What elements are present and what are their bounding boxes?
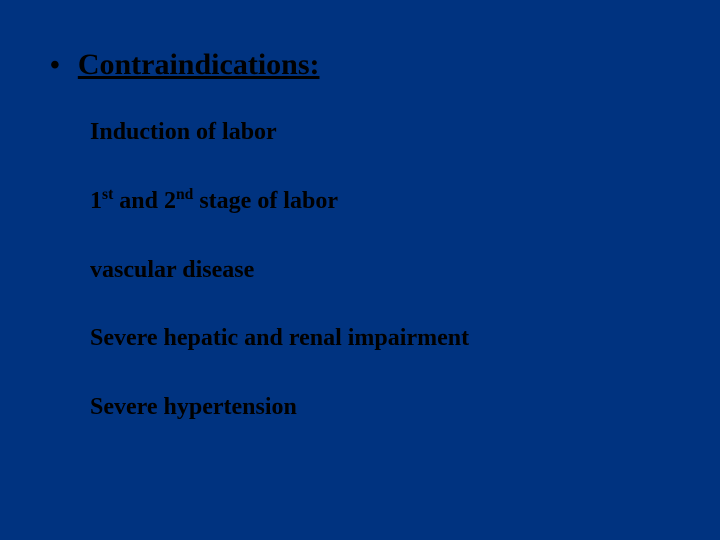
bullet-icon: • [50,52,60,80]
list-item: 1st and 2nd stage of labor [0,187,720,216]
list-item: Severe hypertension [0,393,720,422]
list-item: Severe hepatic and renal impairment [0,324,720,353]
list-item: Induction of labor [0,118,720,147]
slide-heading: Contraindications: [78,48,320,82]
heading-row: • Contraindications: [0,48,720,82]
list-item: vascular disease [0,256,720,285]
